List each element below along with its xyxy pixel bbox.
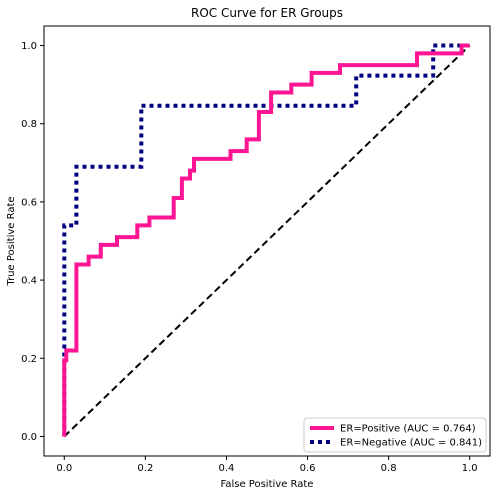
y-tick-label: 0.2: [21, 354, 37, 365]
legend: ER=Positive (AUC = 0.764) ER=Negative (AU…: [303, 417, 487, 453]
x-tick-label: 0.8: [381, 463, 397, 474]
x-tick-label: 1.0: [462, 463, 478, 474]
x-axis-label: False Positive Rate: [221, 479, 314, 490]
roc-line-er-positive: [62, 43, 470, 437]
chart-title: ROC Curve for ER Groups: [191, 6, 343, 20]
legend-box: [303, 417, 487, 453]
x-tick-label: 0.6: [300, 463, 316, 474]
x-axis-ticks: 0.0 0.2 0.4 0.6 0.8 1.0: [56, 456, 478, 474]
legend-label: ER=Negative (AUC = 0.841): [340, 438, 482, 449]
y-tick-label: 0.6: [21, 197, 37, 208]
diagonal-reference-line: [63, 44, 471, 438]
x-tick-label: 0.4: [219, 463, 235, 474]
y-tick-label: 1.0: [21, 41, 37, 52]
plot-area: [62, 43, 471, 438]
y-tick-label: 0.4: [21, 276, 37, 287]
y-tick-label: 0.0: [21, 432, 37, 443]
y-axis-ticks: 0.0 0.2 0.4 0.6 0.8 1.0: [21, 41, 44, 443]
y-tick-label: 0.8: [21, 119, 37, 130]
roc-line-er-negative: [62, 43, 470, 437]
x-tick-label: 0.0: [56, 463, 72, 474]
legend-label: ER=Positive (AUC = 0.764): [340, 424, 476, 435]
y-axis-label: True Positive Rate: [6, 196, 17, 286]
plot-frame: [43, 25, 491, 457]
x-tick-label: 0.2: [137, 463, 153, 474]
